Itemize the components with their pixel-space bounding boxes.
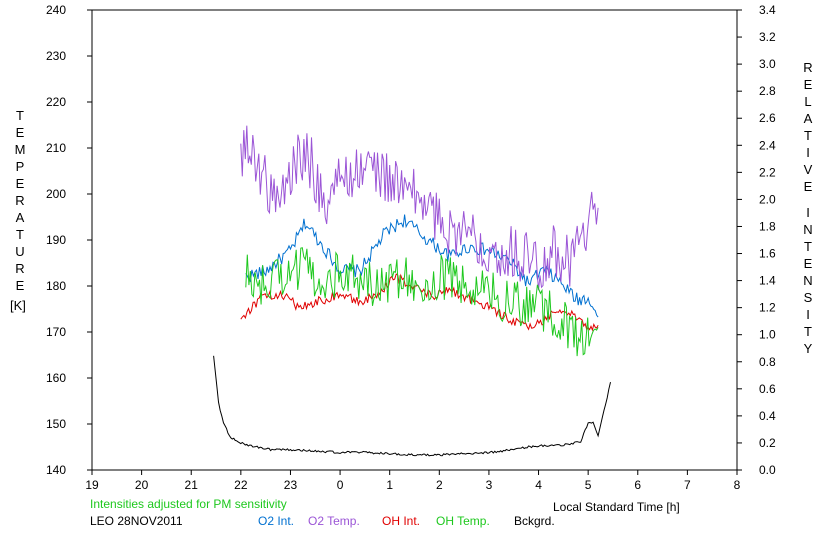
y-left-tick-label: 220 bbox=[46, 95, 66, 109]
series-group bbox=[213, 125, 611, 457]
series-line-o2-int bbox=[245, 214, 599, 318]
y-right-tick-label: 3.0 bbox=[759, 57, 776, 71]
y-left-tick-label: 140 bbox=[46, 463, 66, 477]
series-line-bckgrd bbox=[213, 355, 611, 457]
y-right-tick-label: 1.2 bbox=[759, 301, 776, 315]
y-left-tick-label: 160 bbox=[46, 371, 66, 385]
axis-title-letter: R bbox=[803, 60, 813, 75]
x-tick-label: 22 bbox=[234, 478, 248, 492]
x-tick-label: 20 bbox=[135, 478, 149, 492]
axis-title-letter: E bbox=[803, 77, 813, 92]
series-line-oh-temp bbox=[245, 247, 599, 357]
axis-title-letter: E bbox=[15, 176, 25, 191]
y-right-tick-label: 2.2 bbox=[759, 165, 776, 179]
y-right-axis: 0.0 0.2 0.4 0.6 0.8 1.0 1.2 1.4 1.6 1.8 2.0 2.2 2.4 2… bbox=[737, 3, 776, 477]
y-right-tick-label: 1.4 bbox=[759, 274, 776, 288]
axis-title-letter: E bbox=[803, 256, 813, 271]
legend-o2-int: O2 Int. bbox=[258, 514, 295, 528]
y-right-tick-label: 2.0 bbox=[759, 192, 776, 206]
axis-title-letter: T bbox=[804, 324, 812, 339]
x-tick-label: 19 bbox=[85, 478, 99, 492]
axis-title-letter: I bbox=[806, 307, 810, 322]
y-left-tick-label: 240 bbox=[46, 3, 66, 17]
y-left-axis-unit: [K] bbox=[10, 298, 26, 313]
y-right-tick-label: 2.8 bbox=[759, 84, 776, 98]
x-tick-label: 23 bbox=[284, 478, 298, 492]
plot-frame bbox=[91, 9, 738, 471]
y-left-tick-label: 150 bbox=[46, 417, 66, 431]
y-right-tick-label: 0.6 bbox=[759, 382, 776, 396]
x-tick-label: 0 bbox=[337, 478, 344, 492]
y-right-tick-label: 2.6 bbox=[759, 111, 776, 125]
y-right-tick-label: 0.2 bbox=[759, 436, 776, 450]
sensitivity-note: Intensities adjusted for PM sensitivity bbox=[90, 497, 287, 511]
axis-title-letter: A bbox=[15, 210, 25, 225]
axis-title-letter: E bbox=[15, 278, 25, 293]
x-tick-label: 8 bbox=[734, 478, 741, 492]
x-tick-label: 1 bbox=[386, 478, 393, 492]
y-left-tick-label: 230 bbox=[46, 49, 66, 63]
y-right-tick-label: 1.0 bbox=[759, 328, 776, 342]
axis-title-letter: T bbox=[16, 108, 24, 123]
legend-o2-temp: O2 Temp. bbox=[308, 514, 360, 528]
axis-title-letter: T bbox=[16, 227, 24, 242]
x-axis: 19 20 21 22 23 0 1 2 3 4 5 6 7 8 bbox=[85, 470, 741, 492]
axis-title-letter: R bbox=[15, 261, 25, 276]
axis-title-letter: T bbox=[804, 128, 812, 143]
axis-title-letter: E bbox=[803, 179, 813, 194]
y-left-tick-label: 170 bbox=[46, 325, 66, 339]
axis-title-letter: N bbox=[803, 273, 813, 288]
axis-title-letter: N bbox=[803, 222, 813, 237]
legend-bckgrd: Bckgrd. bbox=[514, 514, 555, 528]
axis-title-letter: E bbox=[15, 125, 25, 140]
legend-oh-int: OH Int. bbox=[382, 514, 421, 528]
axis-title-letter: S bbox=[803, 290, 813, 305]
y-right-tick-label: 1.6 bbox=[759, 247, 776, 261]
x-tick-label: 5 bbox=[585, 478, 592, 492]
axis-title-letter: T bbox=[804, 239, 812, 254]
axis-title-letter: M bbox=[14, 142, 26, 157]
y-left-axis: 140 150 160 170 180 190 200 210 220 230 240 bbox=[46, 3, 92, 477]
x-tick-label: 2 bbox=[436, 478, 443, 492]
axis-title-letter: U bbox=[15, 244, 25, 259]
legend-oh-temp: OH Temp. bbox=[436, 514, 490, 528]
x-axis-label: Local Standard Time [h] bbox=[553, 500, 680, 514]
y-right-tick-label: 0.4 bbox=[759, 409, 776, 423]
y-left-tick-label: 180 bbox=[46, 279, 66, 293]
observation-id: LEO 28NOV2011 bbox=[90, 514, 183, 528]
y-right-tick-label: 1.8 bbox=[759, 219, 776, 233]
y-left-tick-label: 190 bbox=[46, 233, 66, 247]
axis-title-letter: L bbox=[804, 94, 812, 109]
y-left-tick-label: 210 bbox=[46, 141, 66, 155]
y-right-tick-label: 3.2 bbox=[759, 30, 776, 44]
x-tick-label: 3 bbox=[486, 478, 493, 492]
axis-title-letter: P bbox=[15, 159, 25, 174]
series-line-o2-temp bbox=[240, 125, 599, 291]
x-tick-label: 4 bbox=[535, 478, 542, 492]
axis-title-letter: Y bbox=[803, 341, 813, 356]
axis-title-letter: I bbox=[806, 145, 810, 160]
axis-title-letter: A bbox=[803, 111, 813, 126]
axis-title-letter: R bbox=[15, 193, 25, 208]
axis-title-letter: I bbox=[806, 205, 810, 220]
y-right-tick-label: 0.8 bbox=[759, 355, 776, 369]
y-right-tick-label: 3.4 bbox=[759, 3, 776, 17]
y-left-tick-label: 200 bbox=[46, 187, 66, 201]
y-right-tick-label: 0.0 bbox=[759, 463, 776, 477]
x-tick-label: 7 bbox=[684, 478, 691, 492]
y-right-tick-label: 2.4 bbox=[759, 138, 776, 152]
x-tick-label: 21 bbox=[185, 478, 199, 492]
axis-title-letter: V bbox=[803, 162, 813, 177]
x-tick-label: 6 bbox=[634, 478, 641, 492]
